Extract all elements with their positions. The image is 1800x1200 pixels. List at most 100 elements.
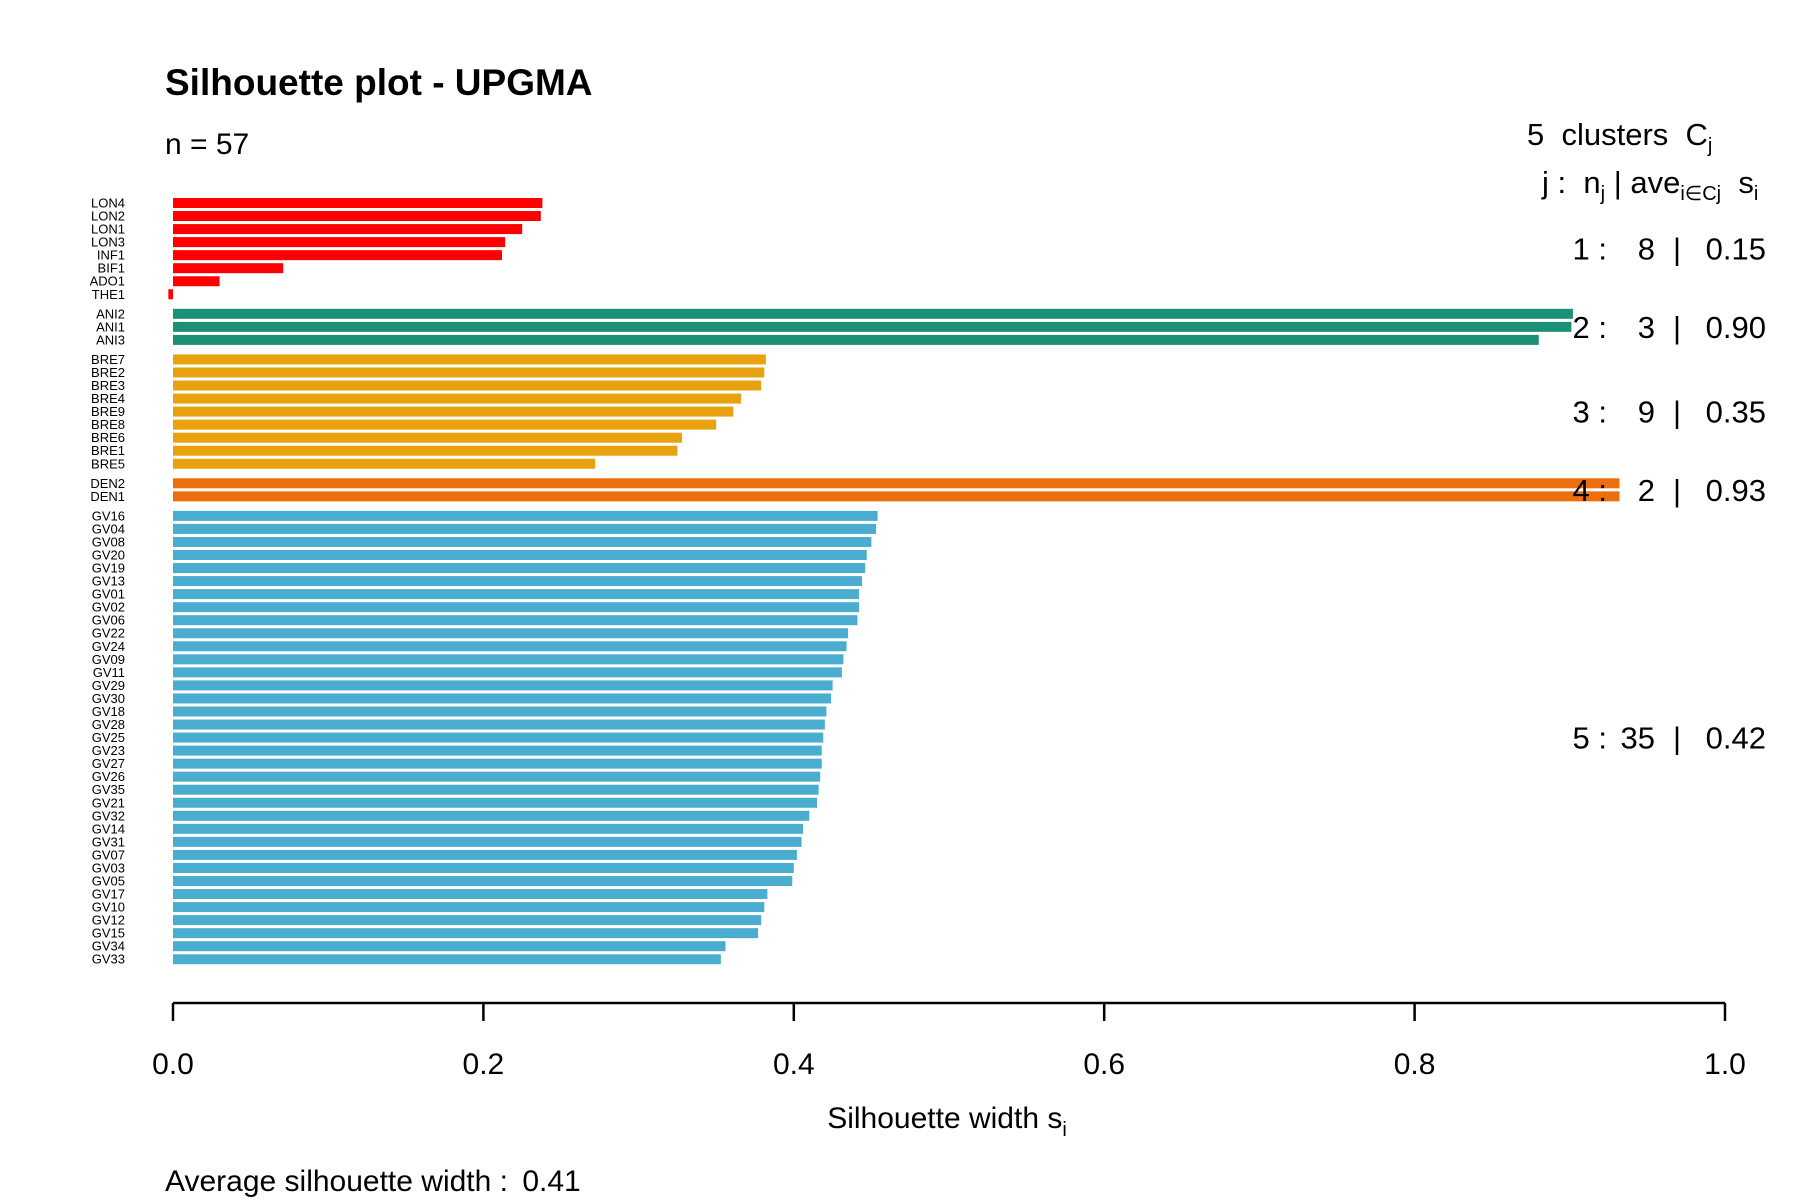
silhouette-bar bbox=[173, 576, 863, 587]
bars-group bbox=[168, 198, 1620, 965]
row-label: GV16 bbox=[92, 508, 125, 523]
clusters-count: 5 bbox=[1527, 117, 1545, 152]
row-label: GV01 bbox=[92, 587, 125, 602]
silhouette-bar bbox=[173, 308, 1573, 319]
silhouette-bar bbox=[173, 393, 742, 404]
silhouette-bar bbox=[173, 862, 794, 873]
silhouette-bar bbox=[173, 321, 1572, 332]
row-label: GV14 bbox=[92, 821, 125, 836]
row-label: GV03 bbox=[92, 860, 125, 875]
silhouette-bar bbox=[173, 771, 821, 782]
silhouette-bar bbox=[173, 758, 822, 769]
silhouette-bar bbox=[173, 550, 867, 560]
row-label: GV22 bbox=[92, 626, 125, 641]
row-label: GV33 bbox=[92, 952, 125, 967]
s-sub: i bbox=[1753, 183, 1759, 205]
row-label: GV23 bbox=[92, 743, 125, 758]
row-label: BRE8 bbox=[91, 417, 125, 432]
row-label: GV25 bbox=[92, 730, 125, 745]
row-label: GV35 bbox=[92, 782, 125, 797]
cluster-separator: | bbox=[1673, 473, 1681, 508]
x-tick-label: 0.8 bbox=[1394, 1048, 1436, 1081]
silhouette-bar bbox=[173, 693, 832, 704]
s-label: s bbox=[1738, 165, 1754, 200]
silhouette-bar bbox=[173, 615, 858, 626]
row-label: BRE1 bbox=[91, 443, 125, 458]
silhouette-bar bbox=[173, 211, 541, 222]
x-tick-label: 0.6 bbox=[1083, 1048, 1125, 1081]
silhouette-bar bbox=[173, 797, 818, 808]
silhouette-bar bbox=[173, 198, 543, 208]
row-label: BRE6 bbox=[91, 430, 125, 445]
row-label: GV21 bbox=[92, 795, 125, 810]
average-value: 0.41 bbox=[522, 1165, 581, 1198]
cluster-size: 9 bbox=[1638, 395, 1655, 430]
row-label: GV31 bbox=[92, 834, 125, 849]
cluster-size: 8 bbox=[1638, 232, 1655, 267]
row-label: GV34 bbox=[92, 939, 125, 954]
average-silhouette: Average silhouette width : 0.41 bbox=[165, 1165, 581, 1199]
row-label: GV18 bbox=[92, 704, 125, 719]
silhouette-bar bbox=[173, 419, 717, 430]
cluster-summary: 1 : 8 | 0.15 bbox=[1573, 232, 1766, 267]
row-label: ANI2 bbox=[96, 306, 125, 321]
silhouette-bar bbox=[173, 406, 734, 417]
n-label: n = 57 bbox=[165, 128, 250, 161]
silhouette-bar bbox=[173, 902, 765, 913]
row-label: GV12 bbox=[92, 913, 125, 928]
cluster-separator: | bbox=[1673, 395, 1681, 430]
cluster-size: 2 bbox=[1638, 473, 1655, 508]
row-label: LON2 bbox=[91, 209, 125, 224]
silhouette-bar bbox=[173, 836, 802, 847]
silhouette-bar bbox=[173, 823, 804, 834]
silhouette-bar bbox=[173, 941, 726, 952]
row-label: GV30 bbox=[92, 691, 125, 706]
cluster-separator: | bbox=[1673, 721, 1681, 756]
row-label: GV02 bbox=[92, 600, 125, 615]
cluster-id: 1 : bbox=[1573, 232, 1607, 267]
silhouette-bar bbox=[173, 589, 859, 600]
silhouette-bar bbox=[173, 719, 825, 730]
silhouette-bar bbox=[173, 536, 872, 547]
silhouette-bar bbox=[173, 523, 877, 534]
silhouette-bar bbox=[173, 432, 683, 443]
x-tick-label: 0.4 bbox=[773, 1048, 815, 1081]
ave-label: ave bbox=[1630, 165, 1681, 200]
row-label: GV05 bbox=[92, 874, 125, 889]
row-label: GV09 bbox=[92, 652, 125, 667]
cluster-id: 2 : bbox=[1573, 310, 1607, 345]
row-label: BRE7 bbox=[91, 352, 125, 367]
silhouette-bar bbox=[173, 928, 759, 939]
row-label: ADO1 bbox=[90, 274, 125, 289]
row-label: GV24 bbox=[92, 639, 125, 654]
average-label: Average silhouette width : bbox=[165, 1165, 508, 1198]
row-label: BRE2 bbox=[91, 365, 125, 380]
x-axis-label-main: Silhouette width s bbox=[827, 1102, 1062, 1135]
silhouette-bar bbox=[173, 889, 768, 900]
cluster-summaries: 1 : 8 | 0.15 2 : 3 | 0.90 3 : 9 | 0.35 4 : 2 | 0.93 5 : 3… bbox=[1573, 232, 1766, 756]
cluster-id: 4 : bbox=[1573, 473, 1607, 508]
cluster-average: 0.93 bbox=[1706, 473, 1766, 508]
silhouette-bar bbox=[173, 354, 766, 365]
row-label: GV13 bbox=[92, 574, 125, 589]
silhouette-bar bbox=[173, 367, 765, 378]
cluster-separator: | bbox=[1673, 232, 1681, 267]
row-label: ANI3 bbox=[96, 332, 125, 347]
silhouette-bar bbox=[173, 334, 1539, 345]
row-label: GV06 bbox=[92, 613, 125, 628]
silhouette-bar bbox=[173, 458, 596, 469]
row-label: GV29 bbox=[92, 678, 125, 693]
cluster-id: 3 : bbox=[1573, 395, 1607, 430]
ave-sub: i∈Cj bbox=[1680, 183, 1722, 205]
row-label: LON3 bbox=[91, 235, 125, 250]
nj-sub: j bbox=[1600, 183, 1606, 205]
x-tick-label: 0.2 bbox=[463, 1048, 505, 1081]
row-label: GV10 bbox=[92, 900, 125, 915]
silhouette-bar bbox=[173, 876, 793, 886]
row-label: GV27 bbox=[92, 756, 125, 771]
row-label: INF1 bbox=[97, 248, 125, 263]
cluster-summary: 5 : 35 | 0.42 bbox=[1573, 721, 1766, 756]
c-label: C bbox=[1685, 117, 1708, 152]
